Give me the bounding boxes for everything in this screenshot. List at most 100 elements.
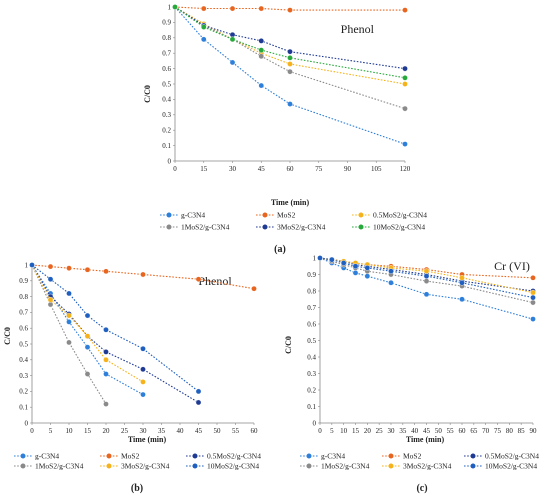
data-point — [47, 301, 54, 308]
data-point — [402, 65, 408, 72]
data-point — [423, 273, 430, 279]
data-point — [402, 75, 408, 81]
legend-swatch-marker — [470, 453, 476, 459]
x-tick-label: 85 — [518, 427, 526, 435]
x-tick-label: 80 — [506, 427, 514, 435]
data-point — [287, 68, 293, 75]
panel-a-title: Phenol — [341, 22, 375, 36]
data-point — [287, 55, 293, 61]
legend-swatch-marker — [20, 453, 26, 459]
data-point — [317, 255, 323, 261]
data-point — [47, 263, 54, 270]
data-point — [66, 339, 72, 346]
data-point — [287, 48, 293, 55]
legend-label: 0.5MoS2/g-C3N4 — [207, 452, 261, 461]
legend-swatch-marker — [388, 463, 394, 469]
y-tick-label: 0.3 — [19, 372, 28, 380]
x-tick-label: 90 — [530, 427, 538, 435]
legend-label: MoS2 — [403, 452, 422, 461]
data-point — [258, 38, 265, 44]
legend-swatch-marker — [166, 212, 172, 218]
data-point — [84, 312, 91, 319]
x-tick-label: 60 — [287, 165, 295, 173]
y-tick-label: 0.5 — [307, 337, 316, 345]
data-point — [340, 260, 347, 266]
x-tick-label: 75 — [315, 165, 323, 173]
y-tick-label: 0.3 — [162, 111, 171, 119]
x-tick-label: 30 — [388, 427, 396, 435]
legend-label: 10MoS2/g-C3N4 — [207, 462, 259, 471]
data-point — [229, 59, 236, 66]
data-point — [66, 319, 72, 325]
y-tick-label: 0.6 — [19, 325, 28, 333]
data-point — [47, 296, 54, 303]
data-point — [103, 326, 109, 333]
x-tick-label: 15 — [352, 427, 360, 435]
data-point — [423, 291, 430, 298]
data-point — [352, 270, 359, 276]
x-tick-label: 70 — [482, 427, 490, 435]
x-tick-label: 40 — [411, 427, 419, 435]
data-point — [66, 290, 72, 297]
data-point — [140, 271, 146, 278]
data-point — [172, 4, 178, 10]
data-point — [66, 265, 72, 271]
legend-swatch-marker — [358, 224, 364, 230]
y-tick-label: 0.2 — [19, 388, 28, 396]
data-point — [103, 401, 109, 407]
x-tick-label: 30 — [140, 427, 148, 435]
y-tick-label: 0.7 — [162, 50, 171, 58]
x-tick-label: 60 — [459, 427, 467, 435]
y-tick-label: 1 — [168, 3, 172, 11]
legend-label: 3MoS2/g-C3N4 — [121, 462, 170, 471]
series-line — [31, 264, 107, 405]
data-point — [195, 399, 202, 406]
panel-b-chart: Phenol Time (min) C/C0 (b) 0 0.1 0.2 0.3 0.4… — [3, 261, 261, 494]
legend-label: 0.5MoS2/g-C3N4 — [373, 211, 427, 220]
panel-a-chart: Phenol Time (min) C/C0 (a) 0 0.1 0.2 0.3 0.4… — [143, 3, 427, 255]
legend-swatch-marker — [470, 463, 476, 469]
data-point — [364, 265, 371, 271]
legend-label: g-C3N4 — [181, 211, 205, 220]
data-point — [84, 371, 91, 377]
panel-c-xlabel: Time (min) — [406, 435, 445, 444]
data-point — [29, 262, 35, 268]
y-tick-label: 0.9 — [19, 277, 28, 285]
data-point — [103, 371, 109, 377]
series-line — [319, 257, 534, 320]
legend-swatch-marker — [192, 463, 198, 469]
x-tick-label: 55 — [232, 427, 240, 435]
data-point — [195, 276, 202, 283]
y-tick-label: 0 — [313, 419, 317, 427]
data-point — [459, 274, 465, 281]
panel-c-label: (c) — [416, 483, 427, 494]
data-point — [251, 285, 257, 292]
panel-b-xlabel: Time (min) — [128, 435, 167, 444]
legend-label: MoS2 — [277, 211, 296, 220]
data-point — [258, 82, 265, 89]
legend-swatch-marker — [388, 453, 394, 459]
data-point — [258, 5, 265, 12]
data-point — [195, 388, 202, 395]
y-tick-label: 0.7 — [307, 304, 316, 312]
data-point — [423, 278, 430, 284]
legend-swatch-marker — [106, 453, 112, 459]
legend-label: MoS2 — [121, 452, 140, 461]
legend-label: 1MoS2/g-C3N4 — [35, 462, 84, 471]
legend-label: 1MoS2/g-C3N4 — [321, 462, 370, 471]
y-tick-label: 0.5 — [162, 80, 171, 88]
panel-c-ylabel: C/C0 — [284, 336, 293, 354]
y-tick-label: 0.8 — [19, 293, 28, 301]
y-tick-label: 0.2 — [162, 127, 171, 135]
y-tick-label: 0.6 — [307, 320, 316, 328]
data-point — [84, 344, 91, 350]
x-tick-label: 35 — [399, 427, 407, 435]
panel-b-label: (b) — [131, 483, 143, 494]
legend-swatch-marker — [20, 463, 26, 469]
x-tick-label: 35 — [158, 427, 166, 435]
series-line — [31, 264, 199, 403]
y-tick-label: 0.9 — [162, 19, 171, 27]
legend-swatch-marker — [358, 212, 364, 218]
data-point — [352, 263, 359, 270]
panel-a-xlabel: Time (min) — [271, 198, 310, 207]
